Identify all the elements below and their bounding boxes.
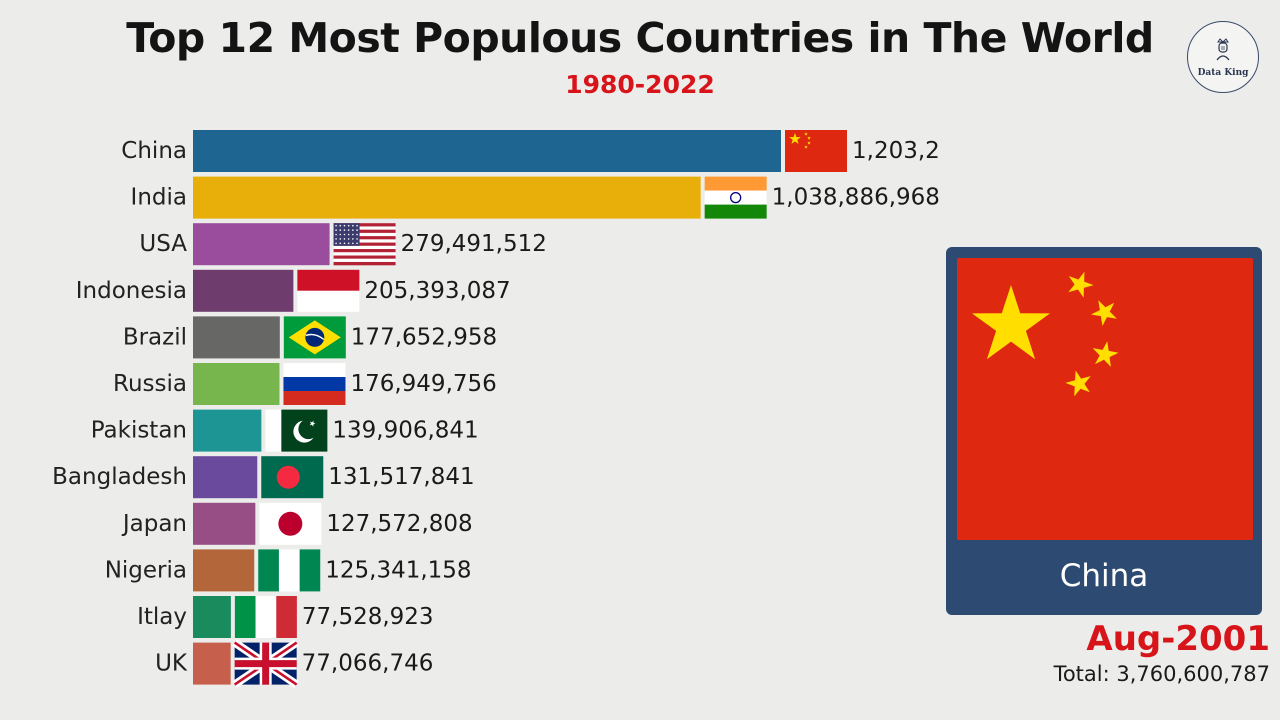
total-population: Total: 3,760,600,787 bbox=[1053, 662, 1270, 686]
china-flag-large bbox=[957, 258, 1253, 540]
bar-usa bbox=[193, 223, 330, 266]
bar-russia bbox=[193, 363, 280, 405]
pakistan-flag-icon bbox=[265, 409, 328, 452]
bar-nigeria bbox=[193, 549, 255, 592]
category-label: Brazil bbox=[123, 324, 187, 350]
brazil-flag-icon bbox=[283, 316, 346, 359]
small-star-icon bbox=[1090, 300, 1117, 327]
large-star-icon bbox=[972, 285, 1050, 360]
uk-flag-icon bbox=[232, 639, 299, 688]
chart-title: Top 12 Most Populous Countries in The Wo… bbox=[126, 14, 1154, 62]
category-label: Japan bbox=[121, 511, 187, 537]
bar-china bbox=[193, 130, 781, 172]
channel-logo: Data King bbox=[1187, 21, 1259, 93]
bar-japan bbox=[193, 502, 256, 545]
value-label: 125,341,158 bbox=[325, 557, 471, 583]
bangladesh-flag-icon bbox=[261, 456, 324, 499]
category-label: Bangladesh bbox=[52, 464, 187, 490]
value-label: 279,491,512 bbox=[401, 231, 547, 257]
chart-subtitle: 1980-2022 bbox=[565, 70, 715, 99]
value-label: 127,572,808 bbox=[326, 511, 472, 537]
italy-flag-icon bbox=[234, 596, 297, 638]
bar-brazil bbox=[193, 316, 280, 359]
bar-chart: China 1,203,292,188 India 1,038,886,968 USA 2… bbox=[52, 130, 940, 688]
small-star-icon bbox=[1092, 341, 1119, 367]
category-label: Indonesia bbox=[76, 278, 187, 304]
value-label: 205,393,087 bbox=[364, 278, 510, 304]
small-star-icon bbox=[1068, 271, 1094, 298]
current-date: Aug-2001 bbox=[1086, 619, 1270, 659]
value-label: 176,949,756 bbox=[350, 371, 496, 397]
value-label: 77,066,746 bbox=[302, 651, 434, 677]
category-label: India bbox=[131, 185, 187, 211]
bar-indonesia bbox=[193, 269, 294, 312]
featured-country-name: China bbox=[1059, 558, 1149, 594]
bar-uk bbox=[193, 642, 231, 685]
russia-flag-icon bbox=[283, 363, 346, 405]
value-label: 77,528,923 bbox=[302, 604, 434, 630]
china-flag-icon bbox=[785, 130, 847, 172]
logo-text: Data King bbox=[1197, 68, 1249, 78]
crowned-figure-icon bbox=[1216, 38, 1230, 61]
bar-itlay bbox=[193, 596, 231, 638]
usa-flag-icon bbox=[333, 223, 396, 266]
value-label: 139,906,841 bbox=[332, 418, 478, 444]
value-label: 1,203,292,188 bbox=[852, 138, 940, 164]
category-label: Pakistan bbox=[91, 418, 187, 444]
category-label: Russia bbox=[113, 371, 187, 397]
nigeria-flag-icon bbox=[258, 549, 321, 592]
category-label: UK bbox=[155, 651, 188, 677]
japan-flag-icon bbox=[259, 502, 322, 545]
category-label: USA bbox=[139, 231, 187, 257]
bar-bangladesh bbox=[193, 456, 258, 499]
bar-india bbox=[193, 176, 701, 219]
featured-country-card: China bbox=[946, 247, 1262, 615]
category-label: China bbox=[121, 138, 187, 164]
small-star-icon bbox=[1065, 370, 1091, 397]
indonesia-flag-icon bbox=[297, 269, 360, 312]
value-label: 1,038,886,968 bbox=[772, 185, 940, 211]
india-flag-icon bbox=[704, 176, 767, 219]
category-label: Nigeria bbox=[105, 557, 187, 583]
bar-pakistan bbox=[193, 409, 262, 452]
value-label: 131,517,841 bbox=[328, 464, 474, 490]
value-label: 177,652,958 bbox=[351, 324, 497, 350]
category-label: Itlay bbox=[137, 604, 187, 630]
